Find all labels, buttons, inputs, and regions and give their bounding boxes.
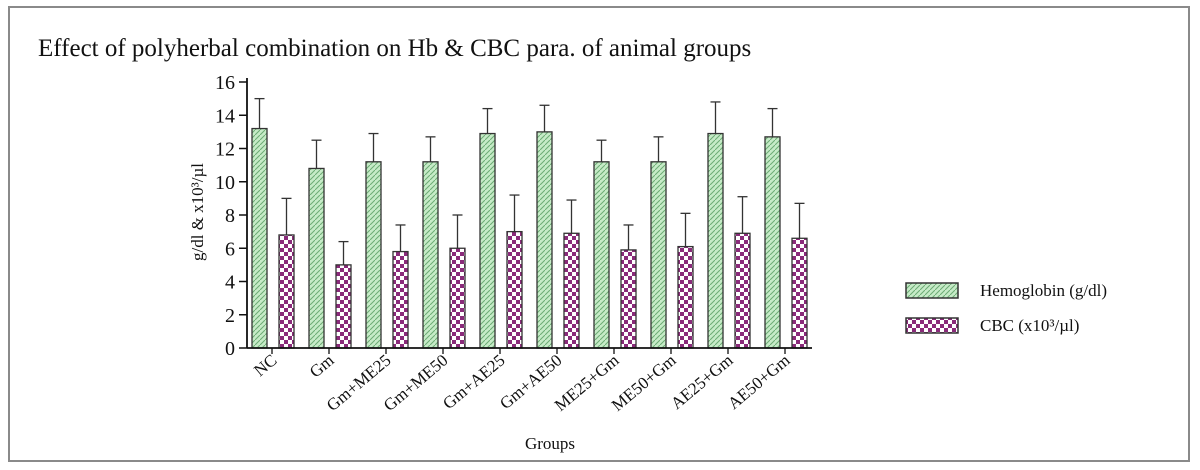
legend-item-cbc: CBC (x10³/µl) bbox=[905, 316, 1079, 335]
x-tick-label: Gm+ME50 bbox=[380, 351, 452, 415]
bars bbox=[251, 97, 808, 349]
x-tick-label: AE25+Gm bbox=[667, 351, 736, 414]
bar-cbc bbox=[449, 247, 466, 349]
x-tick-label: Gm+AE25 bbox=[439, 351, 508, 414]
y-tick-label: 0 bbox=[225, 338, 235, 360]
bar-hemoglobin bbox=[707, 132, 724, 349]
y-tick-label: 6 bbox=[225, 238, 235, 260]
x-tick-label: Gm bbox=[306, 351, 338, 382]
bar-hemoglobin bbox=[422, 161, 439, 349]
bar-cbc bbox=[278, 234, 295, 349]
bar-hemoglobin bbox=[764, 136, 781, 349]
bar-hemoglobin bbox=[593, 161, 610, 349]
y-axis-label: g/dl & x10³/µl bbox=[188, 163, 207, 261]
legend-item-hemoglobin: Hemoglobin (g/dl) bbox=[905, 281, 1107, 300]
legend-swatch-cbc bbox=[905, 317, 959, 334]
bar-cbc bbox=[506, 230, 523, 349]
x-tick-label: AE50+Gm bbox=[724, 351, 793, 414]
y-tick-label: 16 bbox=[215, 72, 235, 94]
bar-hemoglobin bbox=[536, 131, 553, 349]
x-tick-label: ME50+Gm bbox=[608, 351, 680, 415]
legend: Hemoglobin (g/dl) CBC (x10³/µl) bbox=[905, 281, 1107, 335]
bar-hemoglobin bbox=[479, 132, 496, 349]
x-tick-label: NC bbox=[250, 351, 280, 381]
bar-cbc bbox=[791, 237, 808, 349]
legend-label-cbc: CBC (x10³/µl) bbox=[980, 316, 1079, 335]
bar-cbc bbox=[563, 232, 580, 349]
bar-cbc bbox=[620, 249, 637, 349]
y-tick-label: 8 bbox=[225, 205, 235, 227]
chart-title: Effect of polyherbal combination on Hb &… bbox=[38, 35, 751, 62]
bar-cbc bbox=[677, 245, 694, 349]
legend-swatch-hemoglobin bbox=[905, 282, 959, 299]
x-axis: NC GmGm+ME25Gm+ME50Gm+AE25Gm+AE50ME25+GmM… bbox=[247, 347, 812, 415]
y-axis: 0 2 4 6 8 10 12 14 16 bbox=[215, 72, 248, 360]
bar-hemoglobin bbox=[251, 127, 268, 349]
y-tick-label: 14 bbox=[215, 105, 235, 127]
legend-label-hemoglobin: Hemoglobin (g/dl) bbox=[980, 281, 1107, 300]
bar-hemoglobin bbox=[365, 161, 382, 349]
y-tick-label: 4 bbox=[225, 272, 235, 294]
bar-cbc bbox=[392, 250, 409, 349]
y-tick-label: 12 bbox=[215, 139, 235, 161]
x-axis-label: Groups bbox=[525, 434, 575, 453]
y-tick-label: 10 bbox=[215, 172, 235, 194]
bar-cbc bbox=[335, 264, 352, 349]
bar-hemoglobin bbox=[650, 161, 667, 349]
bar-hemoglobin bbox=[308, 167, 325, 349]
bar-cbc bbox=[734, 232, 751, 349]
y-tick-label: 2 bbox=[225, 305, 235, 327]
